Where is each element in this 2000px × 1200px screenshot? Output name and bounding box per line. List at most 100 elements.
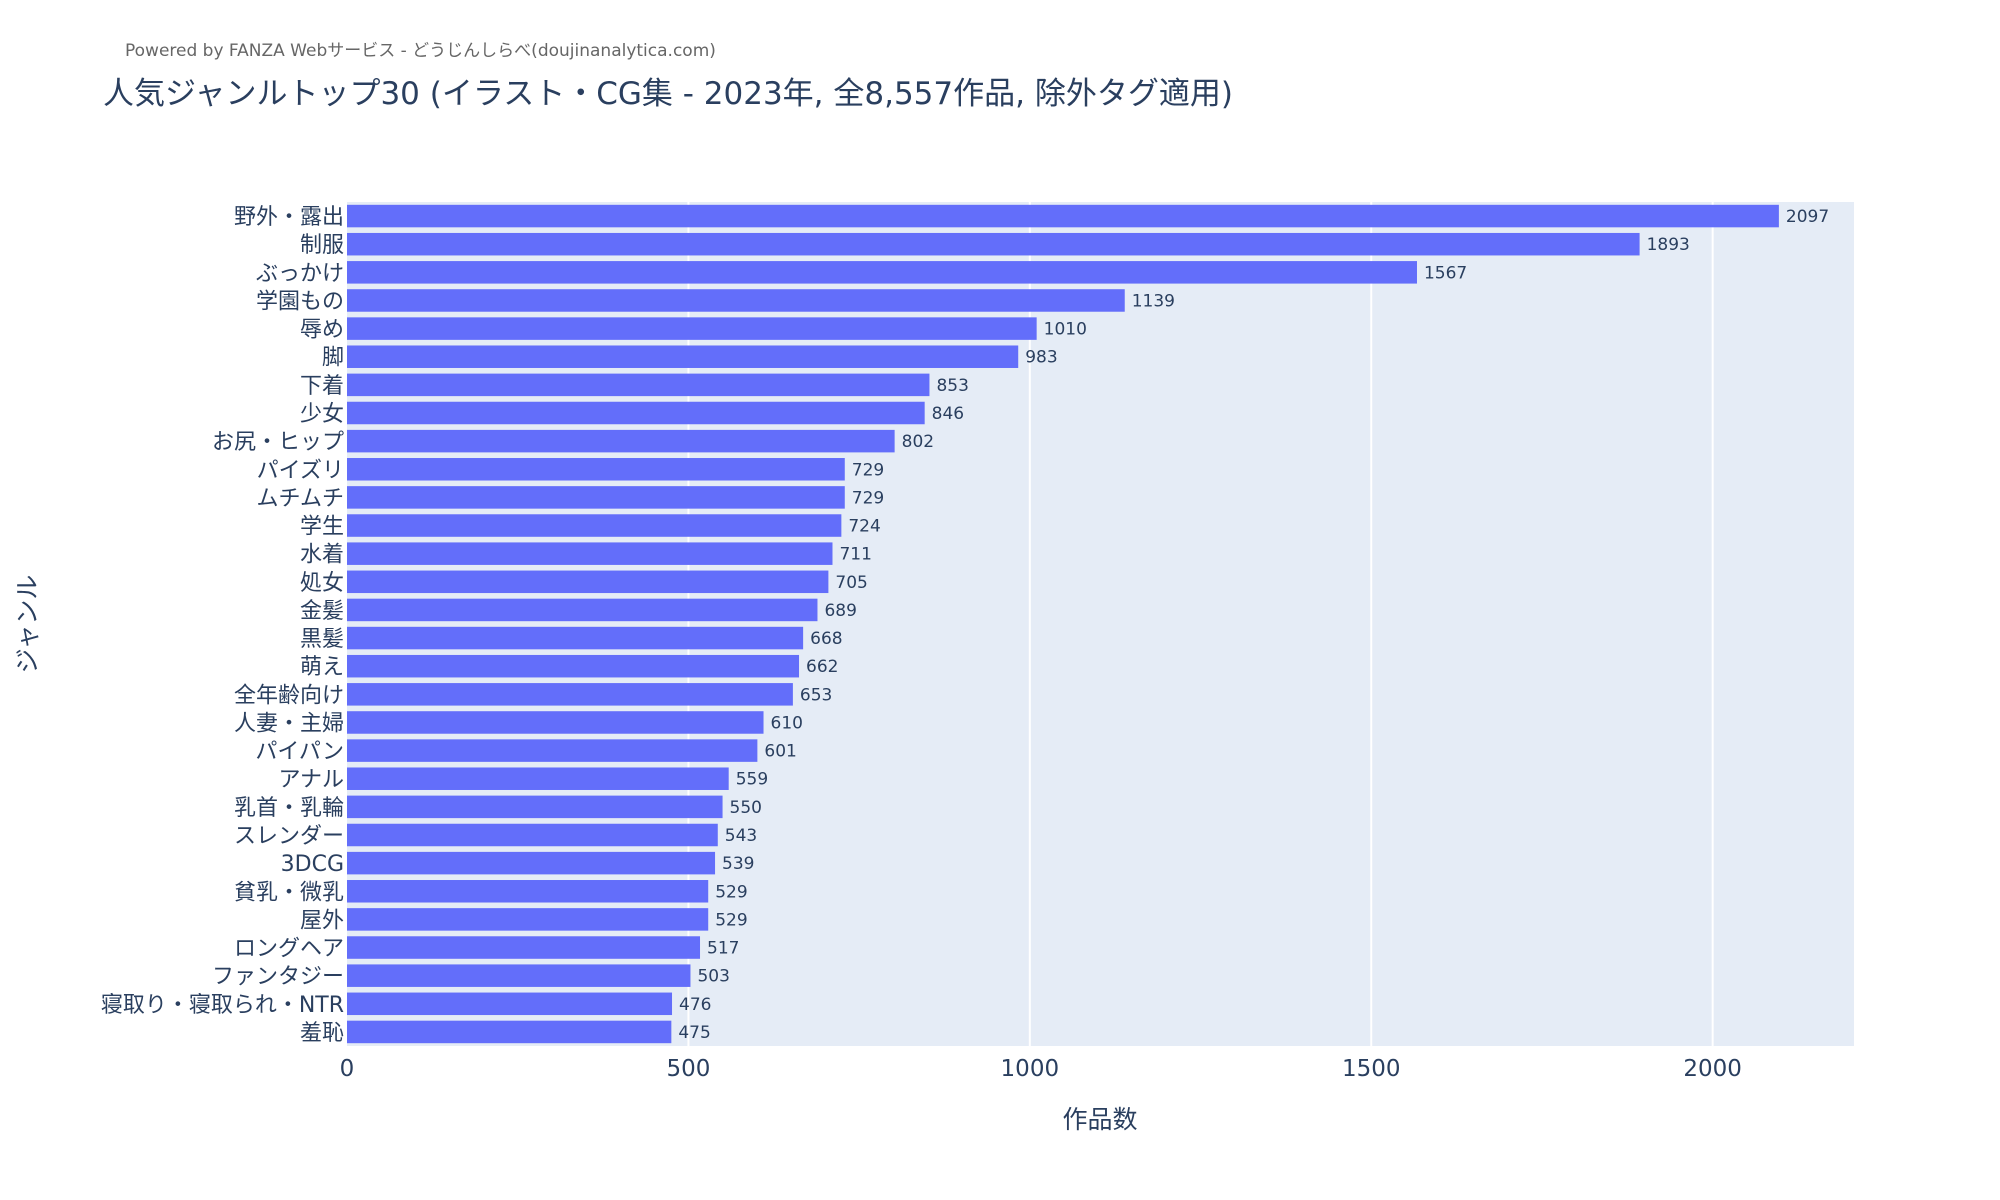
- credit-text: Powered by FANZA Webサービス - どうじんしらべ(douji…: [125, 41, 716, 61]
- bar: [347, 1020, 672, 1044]
- bar: [347, 908, 709, 931]
- data-label: 475: [678, 1023, 710, 1043]
- y-tick-label: 黒髪: [300, 627, 344, 652]
- y-tick-label: 寝取り・寝取られ・NTR: [101, 993, 344, 1018]
- y-tick-label: 羞恥: [300, 1021, 344, 1046]
- data-label: 668: [810, 629, 842, 649]
- bar: [347, 767, 729, 790]
- data-label: 802: [902, 432, 934, 452]
- bar: [347, 486, 845, 509]
- y-tick-label: 乳首・乳輪: [234, 796, 344, 821]
- y-tick-label: 金髪: [300, 599, 344, 624]
- data-label: 2097: [1786, 207, 1829, 227]
- bar: [347, 317, 1037, 340]
- data-label: 1567: [1424, 263, 1467, 283]
- bar: [347, 345, 1019, 368]
- bar: [347, 458, 845, 481]
- data-label: 559: [736, 770, 768, 790]
- y-tick-label: 脚: [322, 346, 344, 371]
- y-tick-label: 3DCG: [281, 852, 344, 877]
- x-tick-labels: 0 500 1000 1500 2000: [340, 1056, 1742, 1082]
- bar: [347, 851, 716, 875]
- y-tick-label: 処女: [300, 571, 344, 596]
- y-tick-label: ムチムチ: [256, 486, 344, 511]
- y-tick-label: アナル: [278, 768, 344, 793]
- data-label: 1893: [1647, 235, 1690, 255]
- bars: [347, 204, 1779, 1044]
- y-tick-label: ぶっかけ: [256, 261, 344, 286]
- bar: [347, 289, 1125, 312]
- data-label: 662: [806, 657, 838, 677]
- bar: [347, 261, 1417, 284]
- y-tick-labels: 野外・露出制服ぶっかけ学園もの辱め脚下着少女お尻・ヒップパイズリムチムチ学生水着…: [101, 205, 344, 1046]
- bar: [347, 711, 764, 734]
- y-tick-label: 制服: [300, 233, 344, 258]
- bar: [347, 654, 800, 678]
- y-tick-label: 学生: [300, 515, 344, 540]
- data-label: 550: [730, 798, 762, 818]
- x-tick-label: 500: [666, 1056, 710, 1082]
- data-label: 983: [1025, 348, 1057, 368]
- data-label: 517: [707, 939, 739, 959]
- bar: [347, 739, 758, 762]
- data-label: 529: [715, 882, 747, 902]
- data-label: 711: [839, 545, 871, 565]
- y-tick-label: 水着: [300, 543, 344, 568]
- data-label: 610: [771, 713, 803, 733]
- y-tick-label: 学園もの: [256, 289, 344, 314]
- bar: [347, 373, 930, 397]
- x-tick-label: 2000: [1683, 1056, 1742, 1082]
- plot-background: [347, 202, 1854, 1046]
- bar: [347, 542, 833, 565]
- y-tick-label: 萌え: [300, 655, 344, 680]
- data-labels: 2097 1893 1567 1139 1010 983 853 846 802 729 729 72…: [678, 207, 1829, 1043]
- y-tick-label: 屋外: [300, 908, 344, 933]
- y-tick-label: パイズリ: [257, 458, 344, 483]
- bar: [347, 429, 895, 453]
- y-tick-label: パイパン: [255, 740, 344, 765]
- y-tick-label: スレンダー: [234, 824, 344, 849]
- data-label: 529: [715, 910, 747, 930]
- y-tick-label: 少女: [300, 402, 344, 427]
- data-label: 653: [800, 685, 832, 705]
- bar: [347, 570, 829, 594]
- bar: [347, 823, 718, 847]
- y-tick-label: 貧乳・微乳: [234, 880, 344, 905]
- bar: [347, 683, 793, 706]
- bar: [347, 598, 818, 622]
- data-label: 729: [852, 460, 884, 480]
- x-axis-title: 作品数: [1062, 1105, 1137, 1134]
- data-label: 601: [764, 742, 796, 762]
- bar: [347, 204, 1779, 228]
- bar: [347, 626, 804, 650]
- data-label: 724: [848, 517, 880, 537]
- data-label: 705: [835, 573, 867, 593]
- gridlines: [687, 202, 1714, 1046]
- bar: [347, 992, 673, 1016]
- y-tick-label: 野外・露出: [234, 205, 344, 230]
- bar: [347, 232, 1640, 256]
- bar: [347, 401, 925, 425]
- y-tick-label: ファンタジー: [212, 965, 344, 990]
- y-axis-title: ジャンル: [13, 575, 42, 674]
- x-tick-label: 1500: [1342, 1056, 1401, 1082]
- y-tick-label: 全年齢向け: [234, 683, 344, 708]
- data-label: 503: [697, 967, 729, 987]
- y-tick-label: 下着: [300, 374, 344, 399]
- data-label: 539: [722, 854, 754, 874]
- data-label: 476: [679, 995, 711, 1015]
- data-label: 1010: [1044, 320, 1087, 340]
- y-tick-label: 辱め: [300, 318, 344, 343]
- data-label: 689: [824, 601, 856, 621]
- y-tick-label: 人妻・主婦: [234, 711, 344, 736]
- chart-title: 人気ジャンルトップ30 (イラスト・CG集 - 2023年, 全8,557作品,…: [103, 76, 1233, 112]
- y-tick-label: お尻・ヒップ: [212, 430, 344, 455]
- bar: [347, 514, 842, 537]
- data-label: 729: [852, 488, 884, 508]
- y-tick-label: ロングヘア: [234, 937, 344, 962]
- data-label: 846: [932, 404, 964, 424]
- bar: [347, 795, 723, 819]
- bar: [347, 936, 701, 959]
- bar: [347, 964, 691, 987]
